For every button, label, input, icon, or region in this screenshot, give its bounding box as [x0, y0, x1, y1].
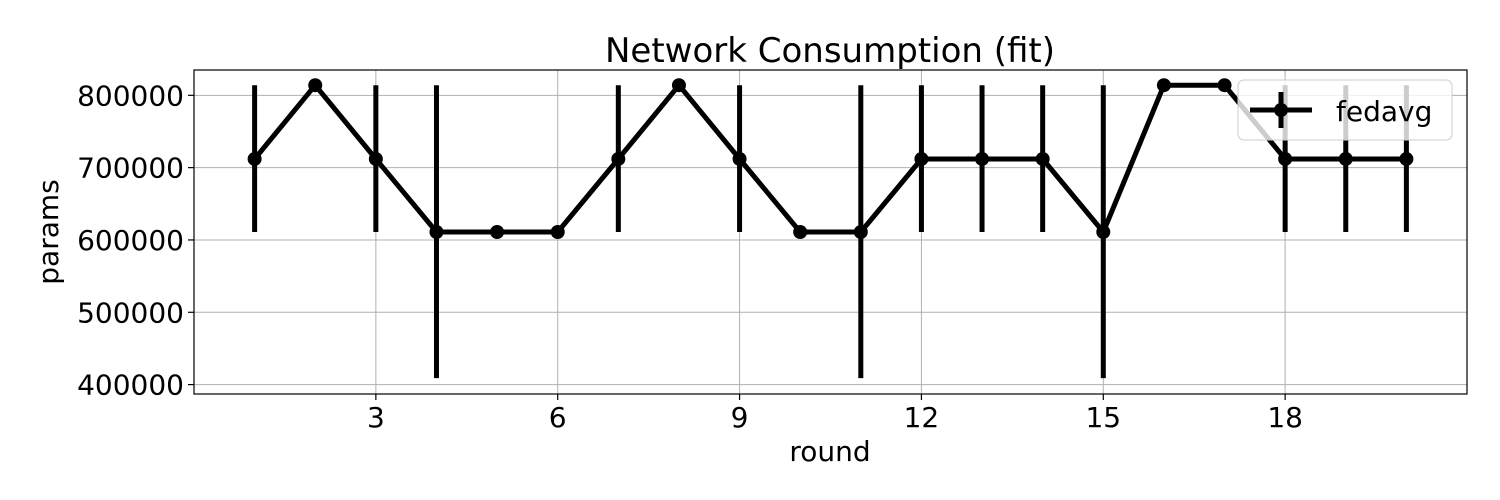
x-tick-label: 3 [367, 401, 385, 434]
data-point [1096, 225, 1111, 239]
data-point [247, 151, 262, 166]
data-point [853, 225, 868, 239]
data-point [490, 225, 505, 239]
plot-series [247, 78, 1414, 379]
plot-frame [193, 69, 1468, 395]
data-point [671, 78, 686, 93]
data-point [308, 78, 323, 93]
data-point [1217, 78, 1232, 93]
data-point [429, 225, 444, 239]
data-point [550, 225, 565, 239]
data-point [975, 151, 990, 166]
x-tick-label: 9 [731, 401, 749, 434]
data-point [368, 151, 383, 166]
data-point [914, 151, 929, 166]
x-tick-label: 6 [549, 401, 567, 434]
y-tick-label: 500000 [77, 296, 184, 329]
y-tick-label: 700000 [77, 152, 184, 185]
y-tick-label: 400000 [77, 369, 184, 402]
data-point [1399, 151, 1414, 166]
chart-title: Network Consumption (fit) [605, 31, 1055, 71]
y-tick-label: 800000 [77, 79, 184, 112]
legend-label-fedavg: fedavg [1336, 95, 1432, 128]
legend-marker-fedavg [1274, 103, 1288, 117]
data-point [1035, 151, 1050, 166]
legend-box [1237, 79, 1453, 141]
axis-ticks: 3 6 9 12 15 18 400000 500000 600000 700000 800000 [77, 79, 1303, 434]
data-point [1156, 78, 1171, 93]
legend: fedavg [1237, 79, 1453, 141]
data-point [793, 225, 808, 239]
x-tick-label: 12 [904, 401, 940, 434]
series-line-fedavg [252, 82, 1409, 235]
x-tick-label: 18 [1267, 401, 1303, 434]
y-axis-label: params [32, 179, 65, 284]
y-tick-label: 600000 [77, 224, 184, 257]
x-axis-label: round [789, 435, 870, 468]
data-point [1338, 151, 1353, 166]
data-point [611, 151, 626, 166]
data-point [732, 151, 747, 166]
data-point [1278, 151, 1293, 166]
x-tick-label: 15 [1085, 401, 1121, 434]
